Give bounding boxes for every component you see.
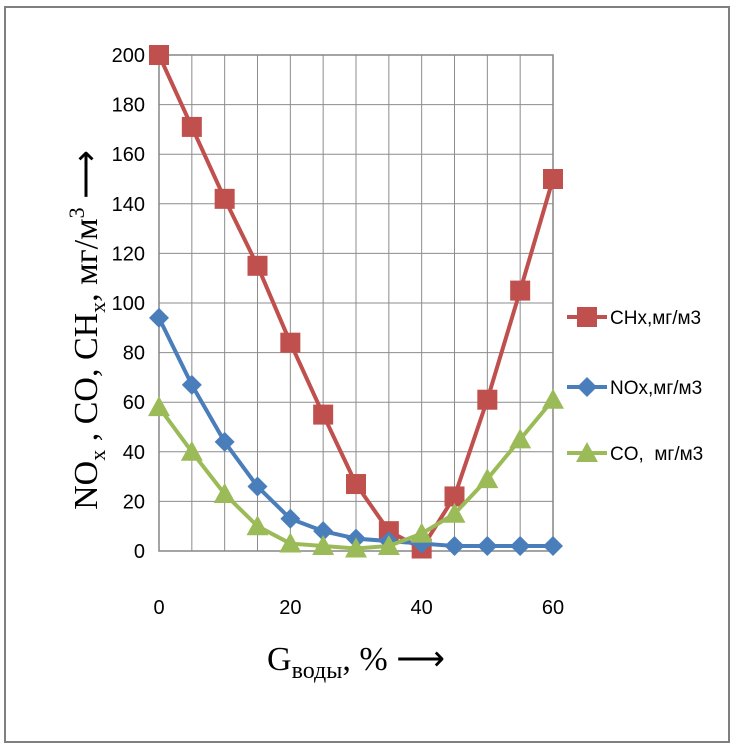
legend-marker	[577, 377, 597, 397]
data-point	[443, 502, 466, 523]
data-point	[477, 536, 498, 557]
data-point	[247, 255, 268, 276]
y-axis-ticks: 0 20 40 60 80 100 120 140 160 180 200	[112, 45, 145, 563]
data-point	[509, 428, 532, 449]
y-tick-label: 140	[112, 194, 145, 216]
x-tick-label: 60	[542, 597, 564, 619]
data-point	[510, 536, 531, 557]
y-axis-title: NOx , CO, CHx, мг/м3 ⟶	[64, 150, 110, 510]
series-3	[148, 388, 564, 558]
data-point	[377, 535, 400, 556]
data-point	[181, 374, 202, 395]
chart-frame	[4, 6, 730, 743]
y-tick-label: 40	[123, 442, 145, 464]
legend: CHx,мг/м3 NOx,мг/м3 CO, мг/м3	[567, 307, 703, 465]
data-point	[149, 307, 169, 328]
data-point	[345, 537, 367, 558]
data-point	[444, 486, 465, 507]
y-tick-label: 100	[112, 293, 145, 315]
y-tick-label: 160	[112, 144, 145, 166]
legend-item: CHx,мг/м3	[567, 307, 701, 329]
y-tick-label: 80	[123, 343, 145, 365]
x-axis-ticks: 0 20 40 60	[153, 597, 564, 619]
data-point	[477, 389, 498, 410]
data-point	[444, 536, 465, 557]
legend-item: NOx,мг/м3	[567, 377, 702, 399]
legend-label: CHx,мг/м3	[610, 308, 701, 329]
data-point	[181, 116, 202, 137]
series-group	[148, 45, 564, 559]
data-point	[313, 521, 334, 542]
y-tick-label: 200	[112, 45, 145, 67]
y-tick-label: 120	[112, 243, 145, 265]
y-tick-label: 180	[112, 95, 145, 117]
data-point	[313, 404, 334, 425]
data-point	[214, 188, 235, 209]
data-point	[279, 532, 302, 553]
legend-label: CO, мг/м3	[610, 444, 703, 465]
x-axis-title: Gводы, % ⟶	[267, 641, 445, 684]
data-point	[410, 522, 433, 543]
data-point	[214, 431, 235, 452]
y-tick-label: 60	[123, 392, 145, 414]
data-point	[476, 468, 499, 489]
x-tick-label: 20	[279, 597, 301, 619]
data-point	[346, 474, 366, 495]
data-point	[312, 535, 335, 556]
x-tick-label: 40	[411, 597, 433, 619]
data-point	[247, 476, 268, 497]
data-point	[510, 280, 531, 301]
data-point	[542, 388, 564, 409]
data-point	[148, 396, 170, 417]
data-point	[246, 515, 269, 536]
legend-item: CO, мг/м3	[567, 442, 703, 465]
legend-marker	[576, 442, 598, 462]
legend-label: NOx,мг/м3	[610, 378, 702, 399]
data-point	[543, 169, 563, 189]
data-point	[280, 508, 301, 529]
data-point	[543, 536, 563, 557]
y-tick-label: 0	[134, 541, 145, 563]
x-tick-label: 0	[153, 597, 164, 619]
legend-marker	[577, 307, 597, 327]
data-point	[149, 45, 169, 65]
data-point	[213, 482, 236, 503]
data-point	[280, 332, 301, 353]
data-point	[180, 440, 203, 461]
y-tick-label: 20	[123, 491, 145, 513]
